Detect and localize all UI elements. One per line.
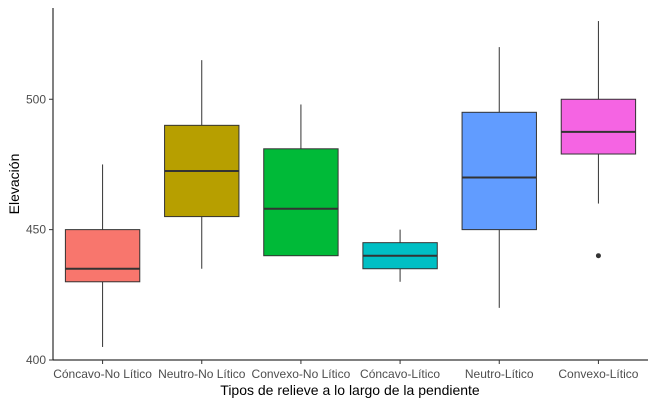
x-tick-label: Convexo-Lítico	[558, 367, 638, 381]
x-ticks: Cóncavo-No Lítico Neutro-No Lítico Convexo…	[53, 360, 639, 381]
y-tick-label: 450	[26, 223, 46, 237]
box-group	[362, 229, 438, 282]
x-tick-label: Convexo-No Lítico	[252, 367, 351, 381]
x-tick-label: Neutro-No Lítico	[158, 367, 246, 381]
box	[64, 229, 141, 283]
box-group	[64, 164, 141, 347]
box-group	[461, 47, 537, 308]
x-tick-label: Cóncavo-No Lítico	[53, 367, 152, 381]
box	[461, 111, 537, 231]
box-group	[263, 104, 339, 257]
boxes-layer	[64, 21, 637, 347]
y-axis-title: Elevación	[6, 154, 22, 215]
x-axis-title: Tipos de relieve a lo largo de la pendie…	[220, 382, 480, 398]
box-group	[164, 60, 240, 269]
y-tick-label: 400	[26, 353, 46, 367]
y-tick-label: 500	[26, 92, 46, 106]
box	[263, 148, 339, 257]
box-group	[560, 21, 637, 259]
y-ticks: 400 450 500	[26, 92, 53, 367]
x-tick-label: Cóncavo-Lítico	[360, 367, 440, 381]
x-tick-label: Neutro-Lítico	[465, 367, 534, 381]
outlier-point	[595, 253, 601, 259]
box	[560, 98, 637, 155]
